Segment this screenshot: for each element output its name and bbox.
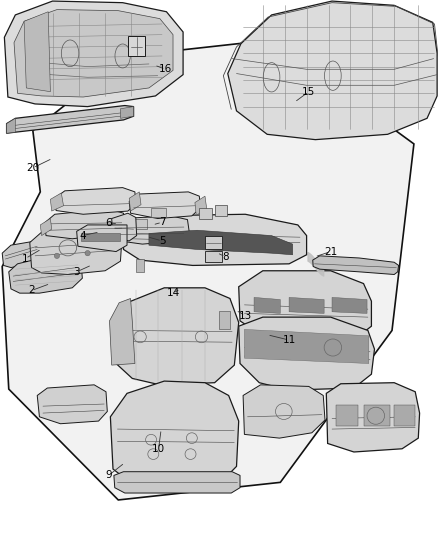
Text: 14: 14 [166,288,180,298]
Polygon shape [55,188,136,214]
Polygon shape [394,405,415,426]
Polygon shape [37,385,107,424]
Bar [205,251,222,262]
Polygon shape [9,256,82,293]
Polygon shape [4,1,183,107]
Bar [205,236,222,249]
Text: 10: 10 [152,444,165,454]
Polygon shape [110,381,239,489]
Polygon shape [239,317,374,390]
Text: 9: 9 [105,471,112,480]
Ellipse shape [85,251,90,256]
Bar [219,311,230,329]
Polygon shape [195,196,207,215]
Polygon shape [30,224,122,274]
Polygon shape [128,36,145,56]
Polygon shape [45,209,125,239]
Polygon shape [40,219,52,236]
Ellipse shape [54,253,60,259]
Polygon shape [129,192,141,211]
Text: 20: 20 [26,163,39,173]
Text: 7: 7 [159,217,166,227]
Polygon shape [110,298,135,365]
Polygon shape [120,107,134,118]
Polygon shape [239,271,371,341]
Polygon shape [14,10,173,97]
Text: 6: 6 [105,218,112,228]
Polygon shape [254,297,280,313]
Text: 2: 2 [28,286,35,295]
Text: 11: 11 [283,335,296,345]
Polygon shape [326,383,420,452]
Text: 16: 16 [159,64,172,74]
Polygon shape [50,193,64,211]
Polygon shape [124,214,307,265]
Polygon shape [364,405,390,426]
Polygon shape [114,472,240,493]
Text: 13: 13 [239,311,252,320]
Polygon shape [243,385,325,438]
Polygon shape [332,297,367,313]
Text: 4: 4 [79,231,86,240]
Polygon shape [2,40,414,500]
Text: 1: 1 [22,254,29,263]
Polygon shape [149,230,293,255]
Text: 8: 8 [222,252,229,262]
Bar [199,208,212,219]
Bar [129,219,147,229]
Polygon shape [129,192,201,219]
Polygon shape [289,297,324,313]
Polygon shape [24,12,50,92]
Bar [215,205,227,216]
Polygon shape [7,118,15,133]
Text: 15: 15 [302,87,315,96]
Polygon shape [336,405,358,426]
Polygon shape [112,213,137,241]
Text: 5: 5 [159,236,166,246]
Bar [136,259,144,272]
Polygon shape [228,1,437,140]
Polygon shape [110,216,189,244]
Polygon shape [7,106,134,133]
Polygon shape [2,241,40,268]
Text: 21: 21 [324,247,337,256]
Polygon shape [313,256,399,274]
Polygon shape [81,233,120,241]
Text: 3: 3 [73,267,80,277]
Bar [151,208,166,217]
Polygon shape [77,225,127,252]
Polygon shape [244,329,369,364]
Polygon shape [113,288,239,385]
